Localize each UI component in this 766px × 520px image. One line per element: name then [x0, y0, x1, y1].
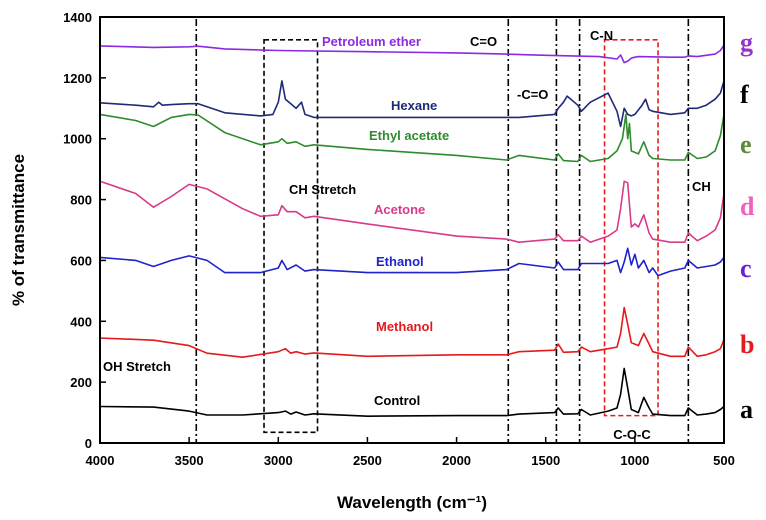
series-label-methanol: Methanol [376, 319, 433, 334]
y-axis-title: % of transmittance [9, 154, 28, 306]
annotation-ch-stretch: CH Stretch [289, 182, 356, 197]
series-letter-e: e [740, 130, 752, 159]
series-line-ethanol [99, 247, 725, 277]
y-tick-label: 800 [70, 193, 92, 208]
series-letter-f: f [740, 80, 749, 109]
annotation-ch: CH [692, 179, 711, 194]
y-tick-label: 0 [85, 436, 92, 451]
y-axis-ticks: 0 200 400 600 800 1000 1200 1400 [63, 10, 106, 451]
c-o-c-box [603, 39, 659, 417]
series-letter-c: c [740, 254, 752, 283]
x-tick-label: 3500 [175, 453, 204, 468]
series-label-control: Control [374, 393, 420, 408]
series-line-ethyl-acetate [99, 113, 725, 163]
x-tick-label: 1500 [531, 453, 560, 468]
x-tick-label: 3000 [264, 453, 293, 468]
x-tick-label: 2500 [353, 453, 382, 468]
plot-frame [99, 16, 725, 444]
series-line-acetone [99, 180, 725, 243]
series-label-hexane: Hexane [391, 98, 437, 113]
series-label-acetone: Acetone [374, 202, 425, 217]
x-tick-label: 4000 [86, 453, 115, 468]
y-tick-label: 400 [70, 314, 92, 329]
series-label-ethyl-acetate: Ethyl acetate [369, 128, 449, 143]
series-letter-d: d [740, 192, 755, 221]
series-label-ethanol: Ethanol [376, 254, 424, 269]
series-lines [99, 44, 725, 417]
series-letters: a b c d efg [740, 28, 755, 424]
y-tick-label: 200 [70, 375, 92, 390]
x-axis-ticks: 4000 3500 3000 2500 2000 1500 1000 500 [86, 437, 735, 468]
x-tick-label: 1000 [620, 453, 649, 468]
annotation-c-o-c: C-O-C [613, 427, 651, 442]
y-tick-label: 1200 [63, 71, 92, 86]
annotation-oh-stretch: OH Stretch [103, 359, 171, 374]
region-boxes [263, 39, 659, 434]
y-tick-label: 600 [70, 253, 92, 268]
y-tick-label: 1400 [63, 10, 92, 25]
annotation-c-n: C-N [590, 28, 613, 43]
series-line-petroleum-ether [99, 44, 725, 64]
ch-stretch-box [263, 39, 319, 434]
series-labels: Control Methanol Ethanol Acetone Ethyl aceta… [322, 34, 449, 408]
series-letter-g: g [740, 28, 753, 57]
x-axis-title: Wavelength (cm⁻¹) [337, 493, 487, 512]
reference-lines [195, 19, 690, 443]
x-tick-label: 2000 [442, 453, 471, 468]
series-line-hexane [99, 80, 725, 128]
annotations: OH Stretch CH Stretch C=O -C=O C-N CH C-O-C [103, 28, 711, 442]
series-label-petroleum-ether: Petroleum ether [322, 34, 421, 49]
series-letter-b: b [740, 330, 754, 359]
annotation-minus-c-eq-o: -C=O [517, 87, 548, 102]
annotation-c-eq-o: C=O [470, 34, 497, 49]
series-letter-a: a [740, 395, 753, 424]
y-tick-label: 1000 [63, 132, 92, 147]
series-line-control [99, 367, 725, 417]
series-line-methanol [99, 306, 725, 358]
x-tick-label: 500 [713, 453, 735, 468]
